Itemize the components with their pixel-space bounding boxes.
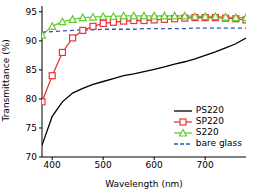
svg-text:95: 95 (26, 7, 37, 17)
html-text:SP220: SP220 (195, 116, 225, 126)
svg-text:400: 400 (44, 160, 61, 170)
svg-text:80: 80 (26, 94, 38, 104)
svg-text:70: 70 (26, 152, 38, 162)
svg-text:Wavelength (nm): Wavelength (nm) (105, 179, 183, 189)
html-text:PS220: PS220 (195, 105, 225, 115)
svg-text:Transmittance (%): Transmittance (%) (8, 39, 11, 122)
svg-text:75: 75 (26, 123, 37, 133)
svg-text:500: 500 (95, 160, 112, 170)
svg-text:90: 90 (26, 36, 38, 46)
html-text:S220: S220 (195, 127, 219, 137)
svg-text:700: 700 (197, 160, 214, 170)
html-text:bare glass: bare glass (195, 138, 242, 148)
svg-text:85: 85 (26, 65, 37, 75)
svg-text:600: 600 (146, 160, 163, 170)
